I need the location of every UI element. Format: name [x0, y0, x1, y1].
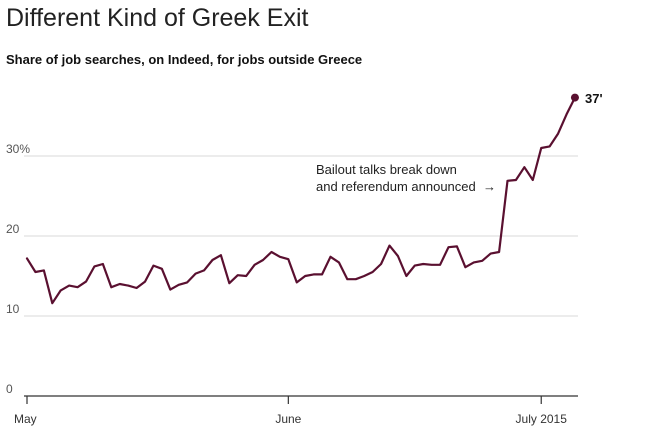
annotation-line-1: Bailout talks break down — [316, 162, 457, 177]
x-tick-label-2: July 2015 — [516, 412, 568, 426]
annotations: Bailout talks break down and referendum … — [316, 91, 603, 194]
chart-title: Different Kind of Greek Exit — [6, 4, 309, 32]
annotation-line-2: and referendum announced — [316, 179, 476, 194]
series-line — [25, 96, 577, 305]
x-tick-label-1: June — [275, 412, 301, 426]
series-layer — [25, 93, 579, 305]
y-tick-label-30: 30% — [6, 142, 30, 156]
end-point-marker — [570, 93, 579, 102]
end-value-label: 37' — [585, 91, 603, 106]
y-tick-label-10: 10 — [6, 302, 20, 316]
annotation-arrow: → — [483, 179, 496, 194]
y-tick-label-20: 20 — [6, 222, 20, 236]
y-axis-labels: 0 10 20 30% — [6, 142, 30, 396]
x-axis: May June July 2015 — [14, 395, 578, 426]
x-tick-label-0: May — [14, 412, 37, 426]
y-tick-label-0: 0 — [6, 382, 13, 396]
chart-subtitle: Share of job searches, on Indeed, for jo… — [6, 52, 363, 67]
gridlines — [24, 155, 578, 317]
